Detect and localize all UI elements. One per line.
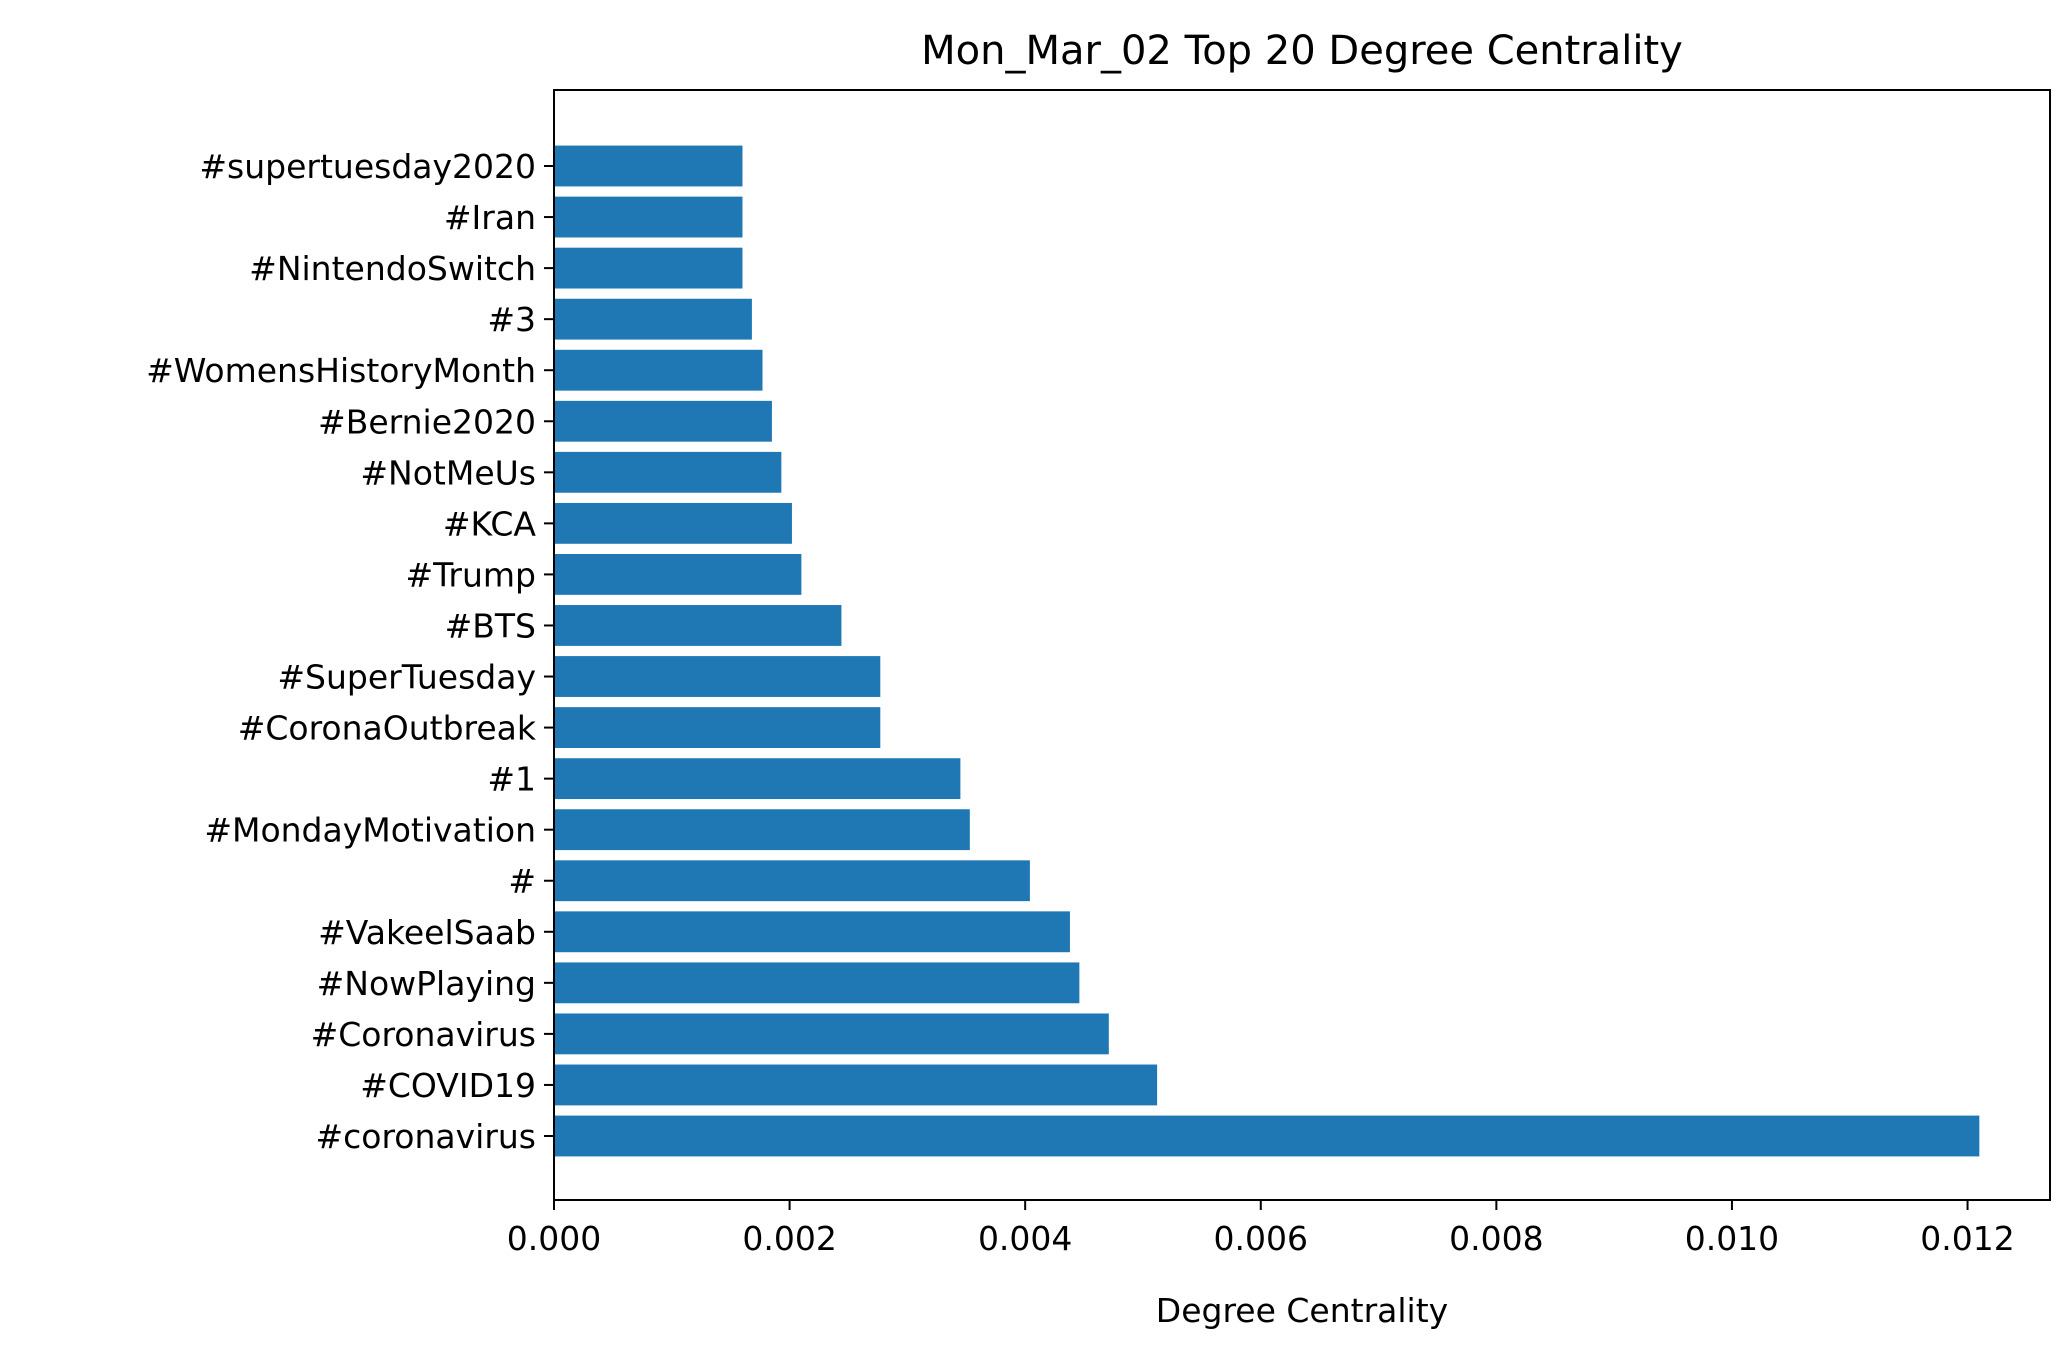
y-tick-label: #NintendoSwitch [249,249,536,288]
bar [554,502,792,544]
bar [554,400,772,442]
bar [554,349,763,391]
bar [554,707,881,748]
x-axis-label: Degree Centrality [1156,1291,1448,1330]
bar [554,298,752,340]
x-tick-label: 0.002 [742,1219,836,1258]
bar [554,911,1070,953]
x-tick-label: 0.008 [1449,1219,1543,1258]
y-tick-label: #3 [487,300,536,339]
y-tick-label: #COVID19 [360,1066,536,1105]
bar [554,1013,1109,1055]
y-axis: #coronavirus #COVID19 #Coronavirus #NowPlay… [146,147,554,1156]
y-tick-label: #NowPlaying [317,964,536,1003]
y-tick-label: #VakeelSaab [318,913,536,952]
y-tick-label: #CoronaOutbreak [238,709,537,748]
bar [554,758,961,800]
x-tick-label: 0.006 [1214,1219,1308,1258]
y-tick-label: #Bernie2020 [318,402,536,441]
bar [554,451,782,493]
bar [554,656,881,697]
bar [554,962,1080,1004]
y-tick-label: #supertuesday2020 [199,147,536,186]
y-tick-label: #MondayMotivation [204,811,536,850]
y-tick-label: #SuperTuesday [277,658,536,697]
y-tick-label: #coronavirus [315,1117,536,1156]
bar [554,1115,1980,1157]
bar [554,605,842,646]
x-axis: 0.000 0.002 0.004 0.006 0.008 0.010 0.012 [507,1200,2015,1258]
plot-frame [553,89,2051,1201]
x-tick-label: 0.010 [1685,1219,1779,1258]
y-tick-label: #Trump [405,555,536,594]
y-tick-label: #Coronavirus [311,1015,536,1054]
bar [554,145,743,187]
y-tick-label: #Iran [444,198,536,237]
y-tick-label: #KCA [443,504,537,543]
bar [554,1064,1158,1106]
y-tick-label: # [508,862,536,901]
y-tick-label: #1 [487,760,536,799]
bar [554,196,743,238]
bar [554,860,1030,902]
bar [554,247,743,289]
bar [554,554,802,595]
x-tick-label: 0.004 [978,1219,1072,1258]
bar [554,809,970,851]
bars-layer [554,145,1980,1157]
x-tick-label: 0.000 [507,1219,601,1258]
chart-title: Mon_Mar_02 Top 20 Degree Centrality [921,28,1683,74]
x-tick-label: 0.012 [1920,1219,2014,1258]
y-tick-label: #NotMeUs [360,453,536,492]
y-tick-label: #BTS [445,606,536,645]
y-tick-label: #WomensHistoryMonth [146,351,536,390]
